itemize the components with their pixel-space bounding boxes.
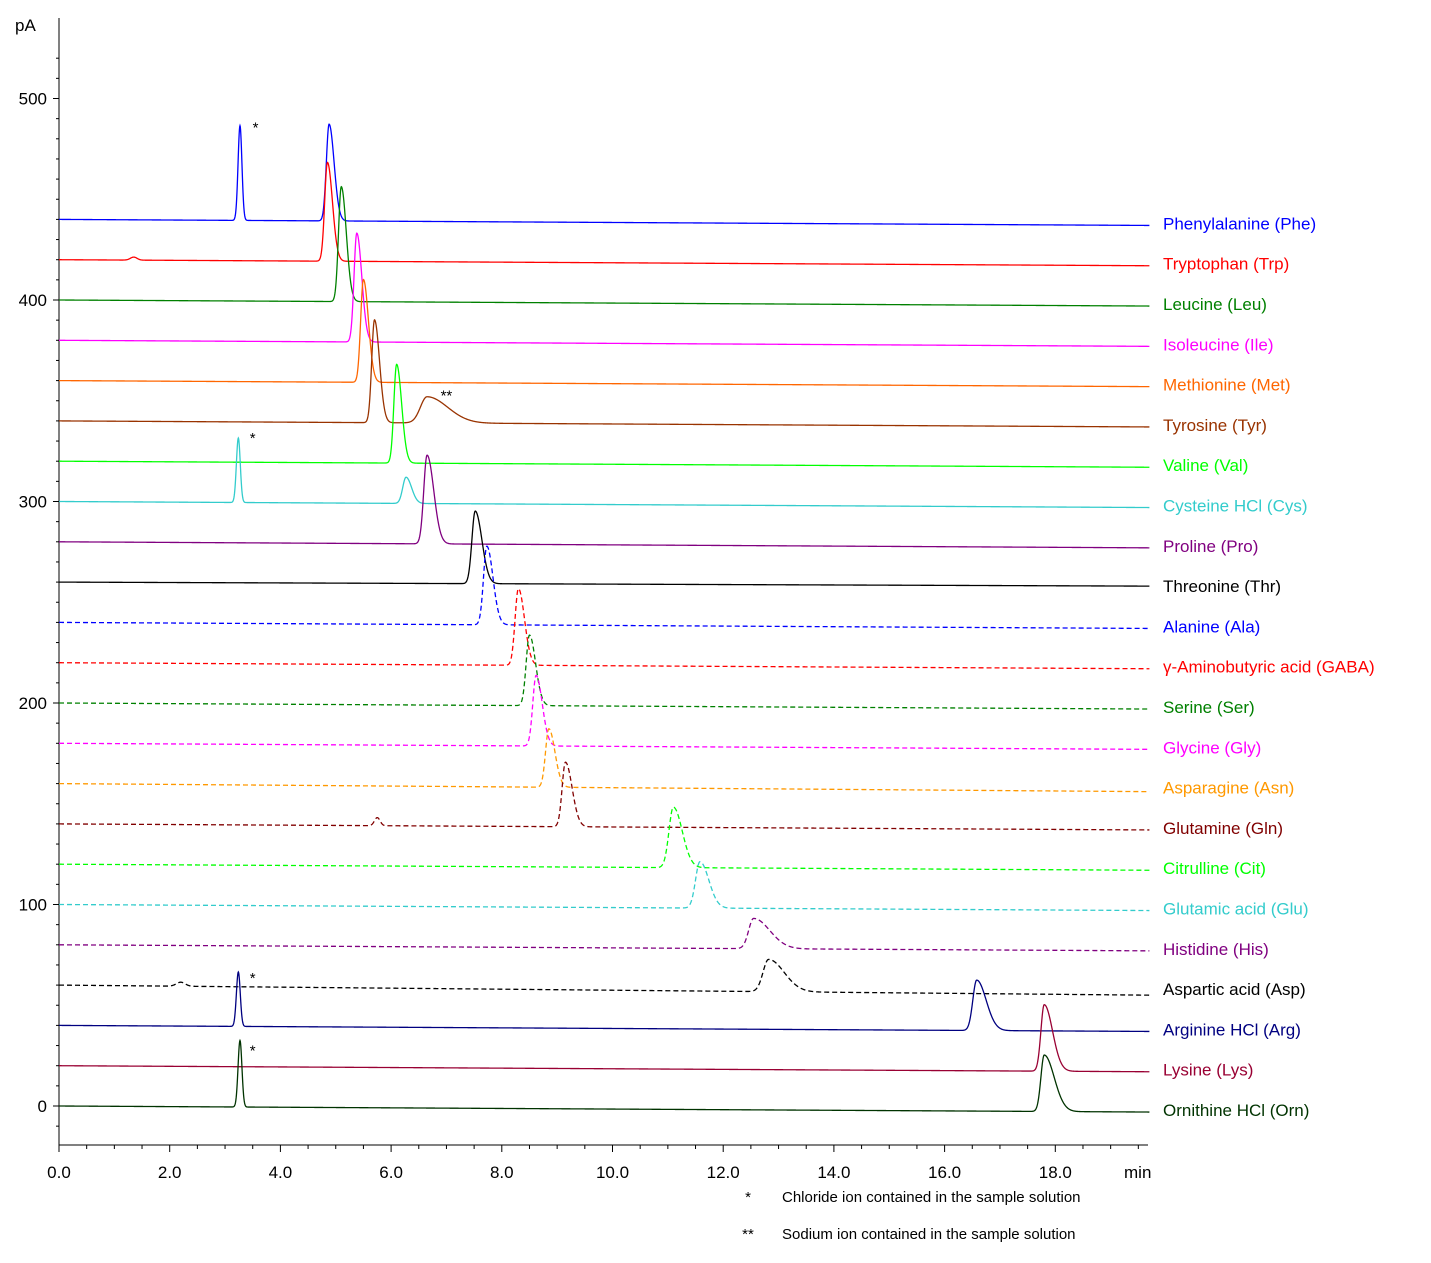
legend-label: γ-Aminobutyric acid (GABA) — [1163, 658, 1375, 677]
legend-label: Valine (Val) — [1163, 456, 1248, 475]
trace-line — [59, 958, 1150, 996]
legend-label: Glycine (Gly) — [1163, 738, 1261, 757]
legend-label: Arginine HCl (Arg) — [1163, 1020, 1301, 1039]
footnote-symbol: * — [745, 1189, 751, 1206]
trace-line — [59, 436, 1150, 509]
y-tick-label: 0 — [38, 1097, 47, 1116]
legend-label: Methionine (Met) — [1163, 376, 1291, 395]
trace-line — [59, 1038, 1150, 1113]
peak-annotation: * — [250, 1043, 256, 1060]
x-tick-label: 2.0 — [158, 1163, 182, 1182]
y-tick-label: 200 — [19, 694, 47, 713]
x-tick-label: 8.0 — [490, 1163, 514, 1182]
x-tick-label: 18.0 — [1039, 1163, 1072, 1182]
x-tick-label: 14.0 — [817, 1163, 850, 1182]
legend-label: Threonine (Thr) — [1163, 577, 1281, 596]
legend-label: Alanine (Ala) — [1163, 617, 1260, 636]
x-tick-label: 4.0 — [269, 1163, 293, 1182]
trace-line — [59, 587, 1150, 670]
trace-line — [59, 278, 1150, 388]
trace-line — [59, 917, 1150, 952]
y-tick-label: 400 — [19, 291, 47, 310]
legend-label: Citrulline (Cit) — [1163, 859, 1266, 878]
footnotes: * Chloride ion contained in the sample so… — [742, 1189, 1080, 1243]
legend-label: Proline (Pro) — [1163, 537, 1258, 556]
legend-label: Tyrosine (Tyr) — [1163, 416, 1267, 435]
trace-line — [59, 761, 1150, 831]
trace-line — [59, 363, 1150, 468]
trace-line — [59, 454, 1150, 549]
trace-line — [59, 1003, 1150, 1073]
trace-line — [59, 318, 1150, 428]
peak-annotation: * — [250, 970, 256, 987]
legend-label: Cysteine HCl (Cys) — [1163, 497, 1308, 516]
legend-label: Histidine (His) — [1163, 940, 1269, 959]
y-tick-label: 300 — [19, 493, 47, 512]
y-tick-label: 500 — [19, 90, 47, 109]
peak-annotations: ****** — [250, 120, 453, 1060]
trace-line — [59, 510, 1150, 587]
x-tick-label: 0.0 — [47, 1163, 71, 1182]
y-tick-label: 100 — [19, 896, 47, 915]
x-tick-label: 10.0 — [596, 1163, 629, 1182]
trace-line — [59, 232, 1150, 347]
legend: Phenylalanine (Phe) Tryptophan (Trp) Leuci… — [1163, 214, 1375, 1120]
footnote-text: Sodium ion contained in the sample solut… — [782, 1226, 1076, 1243]
legend-label: Ornithine HCl (Orn) — [1163, 1101, 1309, 1120]
legend-label: Glutamine (Gln) — [1163, 819, 1283, 838]
traces — [59, 123, 1150, 1113]
legend-label: Serine (Ser) — [1163, 698, 1255, 717]
trace-line — [59, 545, 1150, 630]
legend-label: Lysine (Lys) — [1163, 1061, 1253, 1080]
peak-annotation: * — [253, 120, 259, 137]
footnote-text: Chloride ion contained in the sample sol… — [782, 1189, 1081, 1206]
y-axis-unit: pA — [15, 16, 36, 35]
x-tick-label: 12.0 — [707, 1163, 740, 1182]
trace-line — [59, 161, 1150, 267]
x-tick-label: 16.0 — [928, 1163, 961, 1182]
trace-line — [59, 634, 1150, 710]
legend-label: Glutamic acid (Glu) — [1163, 900, 1308, 919]
legend-label: Asparagine (Asn) — [1163, 779, 1294, 798]
axes: 0 100 200 300 400 500 0.0 2.0 4.0 6.0 8.0 10.0 12.0 1… — [19, 18, 1148, 1182]
peak-annotation: * — [250, 430, 256, 447]
legend-label: Tryptophan (Trp) — [1163, 255, 1289, 274]
trace-line — [59, 861, 1150, 912]
legend-label: Isoleucine (Ile) — [1163, 335, 1274, 354]
trace-line — [59, 674, 1150, 750]
x-axis-unit: min — [1124, 1163, 1151, 1182]
trace-line — [59, 970, 1150, 1033]
trace-line — [59, 728, 1150, 793]
legend-label: Phenylalanine (Phe) — [1163, 214, 1316, 233]
footnote-symbol: ** — [742, 1226, 754, 1243]
trace-line — [59, 806, 1150, 871]
legend-label: Leucine (Leu) — [1163, 295, 1267, 314]
peak-annotation: ** — [441, 388, 453, 405]
trace-line — [59, 123, 1150, 227]
legend-label: Aspartic acid (Asp) — [1163, 980, 1306, 999]
x-tick-label: 6.0 — [379, 1163, 403, 1182]
trace-line — [59, 185, 1150, 307]
